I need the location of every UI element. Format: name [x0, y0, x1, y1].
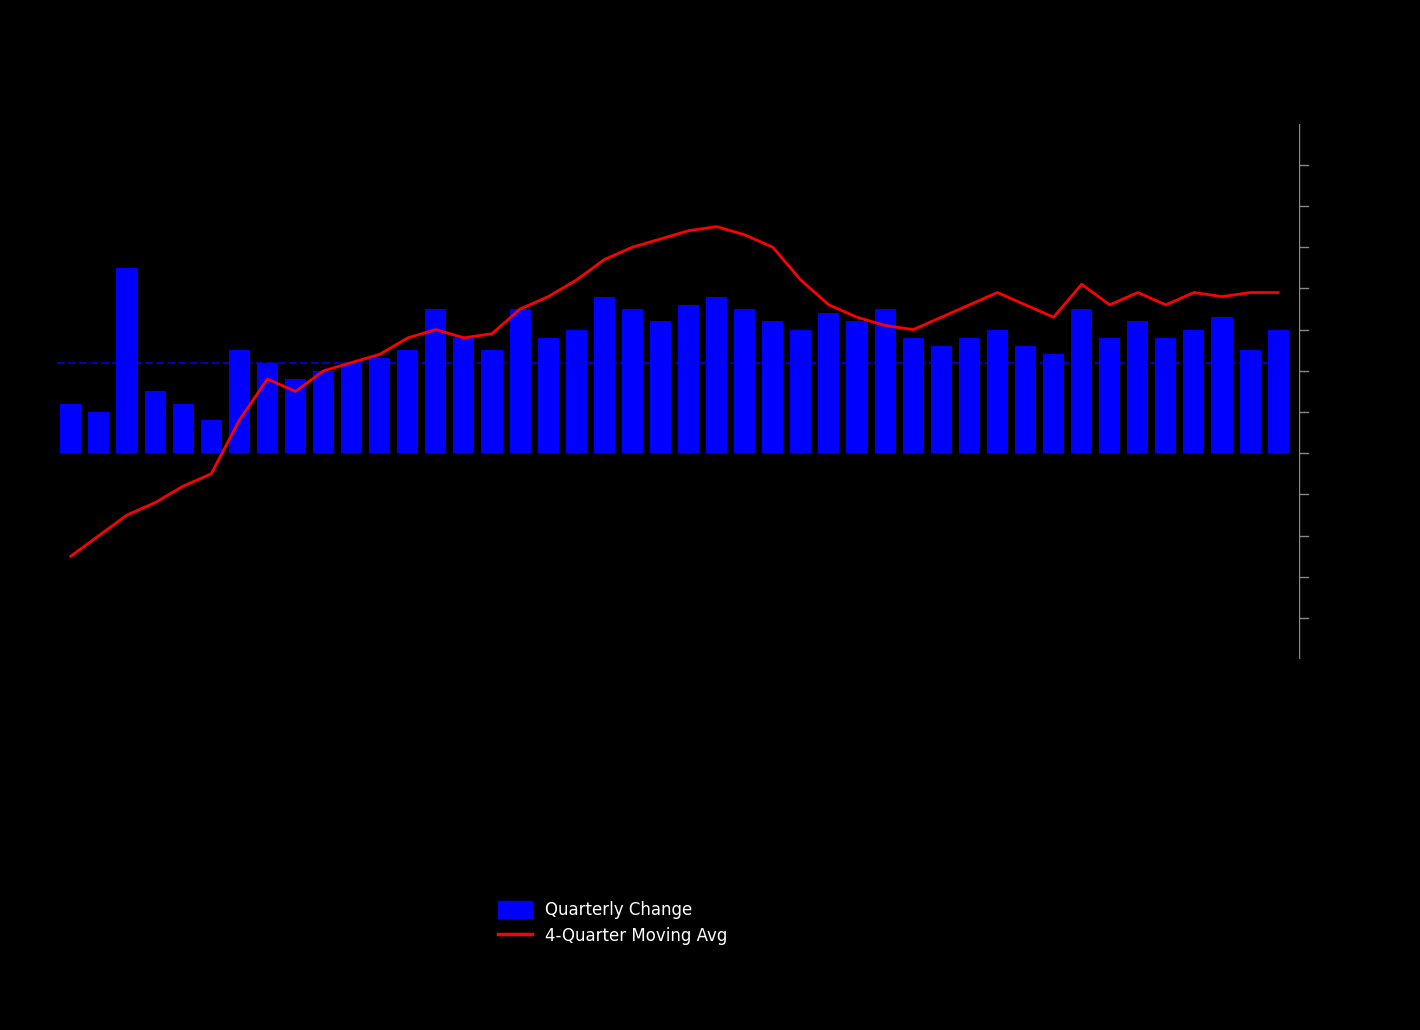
Bar: [565, 330, 586, 453]
Bar: [88, 412, 109, 453]
Bar: [173, 404, 193, 453]
Bar: [1211, 317, 1233, 453]
Bar: [1099, 338, 1120, 453]
Bar: [481, 350, 503, 453]
Legend: Quarterly Change, 4-Quarter Moving Avg: Quarterly Change, 4-Quarter Moving Avg: [498, 901, 727, 946]
Bar: [229, 350, 250, 453]
Bar: [145, 391, 166, 453]
Bar: [60, 404, 81, 453]
Bar: [1071, 309, 1092, 453]
Bar: [622, 309, 643, 453]
Bar: [1156, 338, 1176, 453]
Bar: [763, 321, 784, 453]
Bar: [398, 350, 419, 453]
Bar: [538, 338, 558, 453]
Bar: [903, 338, 923, 453]
Bar: [341, 363, 362, 453]
Bar: [1127, 321, 1149, 453]
Bar: [257, 363, 278, 453]
Bar: [116, 268, 138, 453]
Bar: [285, 379, 305, 453]
Bar: [369, 358, 390, 453]
Bar: [1240, 350, 1261, 453]
Bar: [846, 321, 868, 453]
Bar: [510, 309, 531, 453]
Bar: [677, 305, 699, 453]
Bar: [200, 420, 222, 453]
Bar: [930, 346, 951, 453]
Bar: [650, 321, 672, 453]
Bar: [987, 330, 1008, 453]
Bar: [734, 309, 755, 453]
Bar: [426, 309, 446, 453]
Bar: [791, 330, 811, 453]
Bar: [818, 313, 839, 453]
Bar: [1015, 346, 1037, 453]
Bar: [312, 371, 334, 453]
Bar: [1183, 330, 1204, 453]
Bar: [453, 338, 474, 453]
Bar: [875, 309, 896, 453]
Bar: [959, 338, 980, 453]
Bar: [594, 297, 615, 453]
Bar: [1044, 354, 1064, 453]
Bar: [706, 297, 727, 453]
Bar: [1268, 330, 1289, 453]
